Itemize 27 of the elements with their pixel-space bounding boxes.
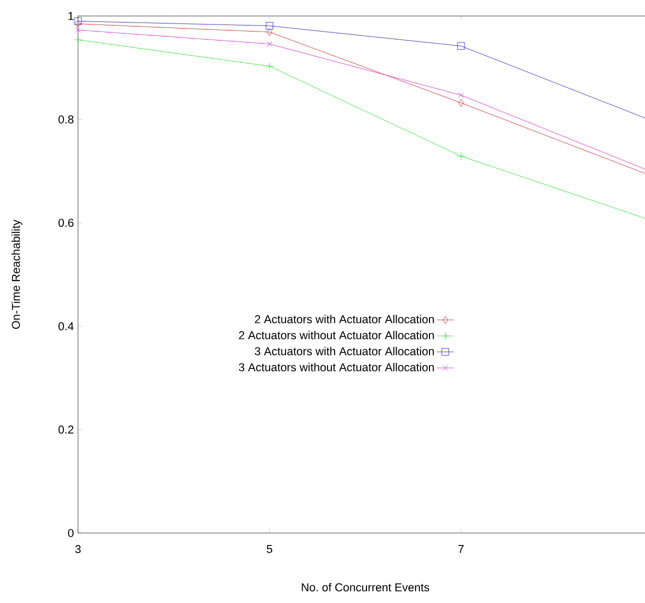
legend-label: 3 Actuators with Actuator Allocation [254,346,434,356]
y-tick-label: 1 [68,12,74,20]
legend-label: 3 Actuators without Actuator Allocation [238,362,434,372]
point [266,22,274,30]
point [458,92,464,98]
point [266,62,274,70]
x-tick-label: 3 [75,545,81,554]
y-tick-label: 0 [68,528,74,538]
y-tick-label: 0.6 [58,218,74,227]
point [457,42,465,50]
point [266,41,272,47]
x-tick-label: 5 [266,545,272,554]
point [458,99,464,107]
y-axis-title: On-Time Reachability [12,220,22,329]
point [74,17,82,25]
legend-label: 2 Actuators without Actuator Allocation [239,330,434,340]
x-tick-label: 7 [458,545,464,553]
point [74,36,82,44]
point [75,20,81,28]
y-tick-label: 0.8 [58,115,74,124]
point [266,28,272,36]
point [75,27,81,33]
y-tick-label: 0.2 [58,426,74,434]
point [457,152,465,160]
x-axis-title: No. of Concurrent Events [302,582,430,592]
legend-label: 2 Actuators with Actuator Allocation [254,314,434,324]
y-tick-label: 0.4 [58,322,74,330]
